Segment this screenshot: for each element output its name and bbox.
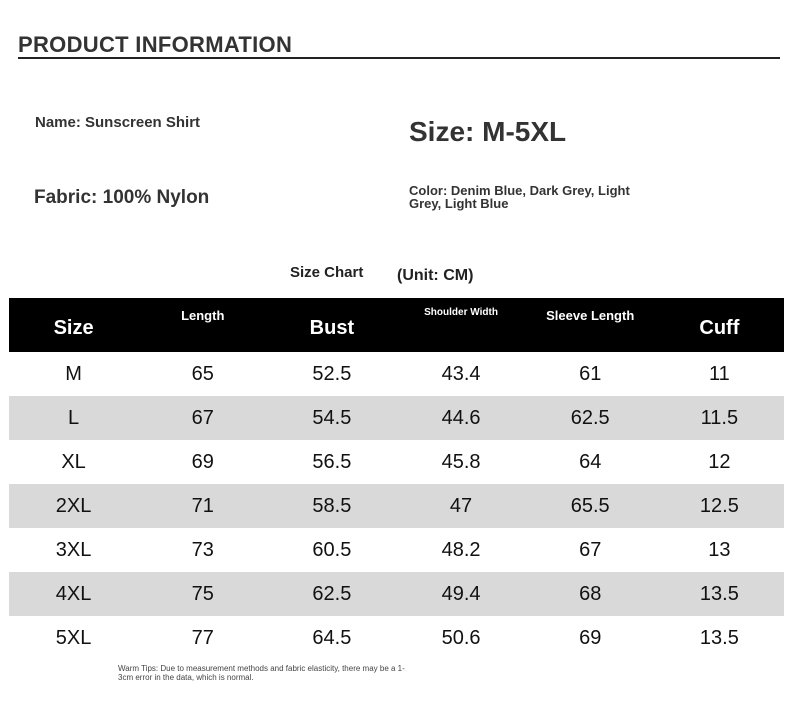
table-cell: 11	[709, 362, 730, 385]
table-row: 5XL 77 64.5 50.6 69 13.5	[9, 616, 784, 660]
table-row: L 67 54.5 44.6 62.5 11.5	[9, 396, 784, 440]
table-cell: 50.6	[441, 626, 481, 649]
table-row: M 65 52.5 43.4 61 11	[9, 352, 784, 396]
table-cell: 5XL	[55, 626, 92, 649]
table-cell: 13.5	[699, 626, 739, 649]
warm-tips: Warm Tips: Due to measurement methods an…	[118, 664, 405, 682]
table-cell: 11.5	[654, 396, 784, 440]
section-title: PRODUCT INFORMATION	[18, 32, 293, 57]
table-cell: M	[65, 362, 82, 385]
table-cell: 56.5	[312, 450, 352, 473]
table-cell: 69	[191, 450, 214, 473]
unit: (Unit: CM)	[397, 267, 474, 284]
divider	[18, 57, 780, 59]
header-row: Size Length Bust Shoulder Width Sleeve Lengt…	[9, 298, 784, 352]
table-cell: 3XL	[55, 538, 92, 561]
table-cell: 64.5	[312, 626, 352, 649]
table-cell: 44.6	[396, 396, 526, 440]
table-cell: 62.5	[525, 396, 655, 440]
table-cell: 60.5	[312, 538, 352, 561]
table-cell: XL	[61, 450, 86, 473]
table-cell: 49.4	[396, 572, 526, 616]
table-body: M 65 52.5 43.4 61 11 L 67 54.5 44.6 62.5 11.5 XL 69 56…	[9, 352, 784, 660]
table-cell: 64	[579, 450, 602, 473]
table-cell: 73	[191, 538, 214, 561]
table-cell: 75	[138, 572, 268, 616]
chart-title: Size Chart	[290, 264, 364, 281]
table-cell: 13.5	[654, 572, 784, 616]
column-header: Cuff	[654, 298, 784, 352]
table-cell: 13	[708, 538, 731, 561]
table-cell: 45.8	[441, 450, 481, 473]
table-cell: 61	[579, 362, 602, 385]
table-row: XL 69 56.5 45.8 64 12	[9, 440, 784, 484]
table-cell: 54.5	[267, 396, 397, 440]
colors: Color: Denim Blue, Dark Grey, Light Grey…	[409, 183, 630, 211]
table-cell: 67	[138, 396, 268, 440]
column-header: Size	[9, 298, 139, 352]
table-cell: 77	[191, 626, 214, 649]
table-cell: 62.5	[267, 572, 397, 616]
table-row: 3XL 73 60.5 48.2 67 13	[9, 528, 784, 572]
table-cell: 52.5	[312, 362, 352, 385]
table-cell: 71	[138, 484, 268, 528]
column-header: Length	[138, 298, 268, 352]
size-range: Size: M-5XL	[409, 116, 567, 147]
table-cell: 69	[579, 626, 602, 649]
table-cell: 43.4	[441, 362, 481, 385]
column-header: Shoulder Width	[396, 298, 526, 352]
table-row: 2XL 71 58.5 47 65.5 12.5	[9, 484, 784, 528]
table-cell: 65	[191, 362, 214, 385]
table-cell: 58.5	[267, 484, 397, 528]
table-row: 4XL 75 62.5 49.4 68 13.5	[9, 572, 784, 616]
table-cell: 2XL	[9, 484, 139, 528]
table-cell: 68	[525, 572, 655, 616]
table-cell: 12	[708, 450, 731, 473]
column-header: Sleeve Length	[525, 298, 655, 352]
table-cell: 67	[579, 538, 602, 561]
table-cell: 65.5	[525, 484, 655, 528]
table-cell: 12.5	[654, 484, 784, 528]
size-table: Size Length Bust Shoulder Width Sleeve Lengt…	[9, 298, 784, 660]
table-cell: 48.2	[441, 538, 481, 561]
product-name: Name: Sunscreen Shirt	[35, 114, 201, 131]
table-cell: 4XL	[9, 572, 139, 616]
column-header: Bust	[267, 298, 397, 352]
table-cell: 47	[396, 484, 526, 528]
fabric: Fabric: 100% Nylon	[34, 187, 210, 208]
table-cell: L	[9, 396, 139, 440]
